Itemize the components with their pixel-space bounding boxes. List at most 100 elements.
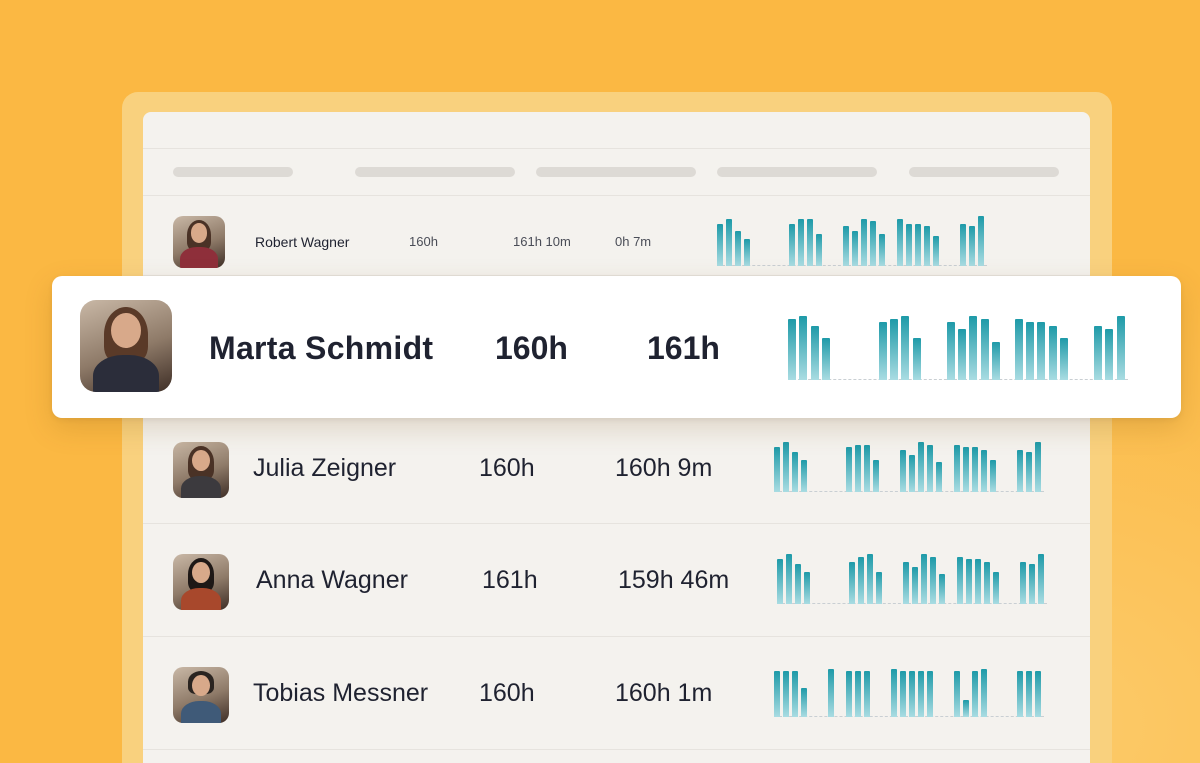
target-hours: 160h [479, 679, 535, 707]
daily-hours-bar [946, 322, 955, 380]
daily-hours-bar [978, 216, 985, 266]
daily-hours-bar [927, 444, 934, 492]
daily-hours-bar [1026, 322, 1035, 380]
daily-hours-bar [774, 447, 781, 492]
daily-hours-bar [807, 218, 814, 266]
daily-hours-bar [846, 447, 853, 492]
logged-hours: 160h 1m [615, 679, 713, 707]
daily-hours-bar [1014, 319, 1023, 380]
daily-hours-chart [774, 442, 1044, 492]
daily-hours-bar [735, 231, 742, 266]
daily-hours-bar [795, 564, 802, 604]
daily-hours-bar [901, 316, 910, 380]
daily-hours-chart [777, 554, 1047, 604]
timesheet-panel: Robert Wagner 160h 161h 10m 0h 7m Julia … [143, 112, 1090, 763]
header-placeholder-logged [536, 167, 696, 177]
employee-name: Julia Zeigner [253, 454, 397, 482]
daily-hours-bar [984, 561, 991, 604]
daily-hours-bar [846, 671, 853, 717]
daily-hours-bar [792, 671, 799, 717]
daily-hours-bar [906, 223, 913, 266]
daily-hours-bar [789, 223, 796, 266]
daily-hours-bar [1035, 442, 1042, 492]
daily-hours-bar [861, 218, 868, 266]
daily-hours-bar [912, 338, 921, 380]
daily-hours-bar [864, 444, 871, 492]
daily-hours-bar [930, 556, 937, 604]
daily-hours-bar [1020, 561, 1027, 604]
daily-hours-bar [1116, 316, 1125, 380]
daily-hours-bar [1038, 554, 1045, 604]
daily-hours-bar [1017, 449, 1024, 492]
daily-hours-bar [1017, 671, 1024, 717]
daily-hours-bar [777, 559, 784, 604]
overtime-hours: 0h 7m [615, 234, 652, 249]
daily-hours-bar [858, 556, 865, 604]
target-hours: 161h [482, 566, 538, 594]
daily-hours-bar [1026, 452, 1033, 492]
table-row[interactable]: Anna Wagner 161h 159h 46m [143, 524, 1090, 637]
highlighted-row[interactable]: Marta Schmidt 160h 161h [52, 276, 1181, 418]
daily-hours-bar [867, 554, 874, 604]
daily-hours-bar [900, 671, 907, 717]
person-photo-icon [173, 554, 229, 610]
daily-hours-bar [963, 447, 970, 492]
table-row[interactable]: Robert Wagner 160h 161h 10m 0h 7m [143, 196, 1090, 276]
header-placeholder-overtime [717, 167, 877, 177]
daily-hours-bar [1037, 322, 1046, 380]
daily-hours-bar [1094, 325, 1103, 380]
daily-hours-chart [717, 216, 987, 266]
daily-hours-bar [1048, 325, 1057, 380]
daily-hours-bar [792, 452, 799, 492]
daily-hours-bar [822, 338, 831, 380]
daily-hours-bar [870, 221, 877, 266]
daily-hours-bar [801, 459, 808, 492]
daily-hours-bar [783, 442, 790, 492]
logged-hours: 160h 9m [615, 454, 713, 482]
daily-hours-bar [957, 556, 964, 604]
daily-hours-bar [981, 449, 988, 492]
table-row[interactable]: Tobias Messner 160h 160h 1m [143, 637, 1090, 750]
daily-hours-bar [939, 574, 946, 604]
daily-hours-bar [855, 444, 862, 492]
daily-hours-bar [788, 319, 797, 380]
daily-hours-bar [879, 233, 886, 266]
daily-hours-bar [903, 561, 910, 604]
daily-hours-bar [798, 218, 805, 266]
daily-hours-bar [909, 671, 916, 717]
daily-hours-bar [992, 341, 1001, 380]
daily-hours-bar [927, 671, 934, 717]
target-hours: 160h [479, 454, 535, 482]
person-photo-icon [173, 667, 229, 723]
daily-hours-bar [1105, 328, 1114, 380]
daily-hours-bar [897, 218, 904, 266]
header-placeholder-name [173, 167, 293, 177]
target-hours: 160h [495, 330, 568, 366]
daily-hours-bar [891, 669, 898, 717]
table-row[interactable]: Julia Zeigner 160h 160h 9m [143, 412, 1090, 524]
daily-hours-bar [980, 319, 989, 380]
daily-hours-bar [1035, 671, 1042, 717]
table-row [143, 750, 1090, 763]
daily-hours-bar [918, 442, 925, 492]
daily-hours-bar [936, 462, 943, 492]
daily-hours-bar [852, 231, 859, 266]
target-hours: 160h [409, 234, 438, 249]
daily-hours-bar [972, 671, 979, 717]
daily-hours-bar [966, 559, 973, 604]
employee-name: Anna Wagner [256, 566, 408, 594]
person-photo-icon [173, 216, 225, 268]
employee-name: Marta Schmidt [209, 330, 434, 366]
daily-hours-bar [828, 669, 835, 717]
daily-hours-bar [799, 316, 808, 380]
daily-hours-bar [1029, 564, 1036, 604]
daily-hours-bar [960, 223, 967, 266]
daily-hours-bar [1060, 338, 1069, 380]
daily-hours-bar [717, 223, 724, 266]
daily-hours-bar [873, 459, 880, 492]
daily-hours-bar [849, 561, 856, 604]
daily-hours-bar [912, 566, 919, 604]
daily-hours-bar [954, 671, 961, 717]
daily-hours-bar [969, 226, 976, 266]
daily-hours-bar [774, 671, 781, 717]
